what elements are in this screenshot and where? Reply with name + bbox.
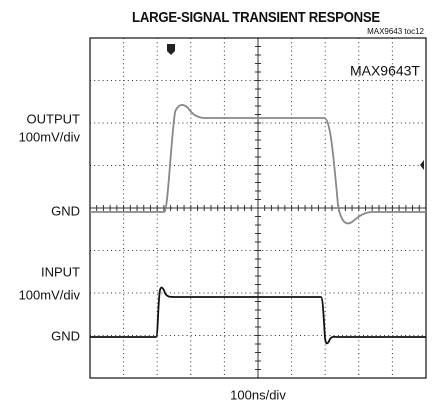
device-label: MAX9643T: [350, 63, 420, 79]
output-ground: GND: [51, 203, 80, 218]
output-label: OUTPUT: [27, 111, 81, 126]
output-trace: [90, 104, 426, 225]
screen-frame: [89, 37, 427, 379]
input-scale: 100mV/div: [19, 287, 81, 302]
trigger-marker: [167, 44, 175, 55]
input-label: INPUT: [41, 264, 80, 279]
input-trace: [90, 286, 426, 345]
note: MAX9643 toc12: [367, 27, 424, 36]
input-ground: GND: [51, 328, 80, 343]
title: LARGE-SIGNAL TRANSIENT RESPONSE: [132, 8, 380, 25]
graticule: [89, 37, 427, 379]
level-marker: [420, 160, 424, 170]
output-scale: 100mV/div: [19, 129, 81, 144]
time-scale: 100ns/div: [230, 387, 286, 402]
